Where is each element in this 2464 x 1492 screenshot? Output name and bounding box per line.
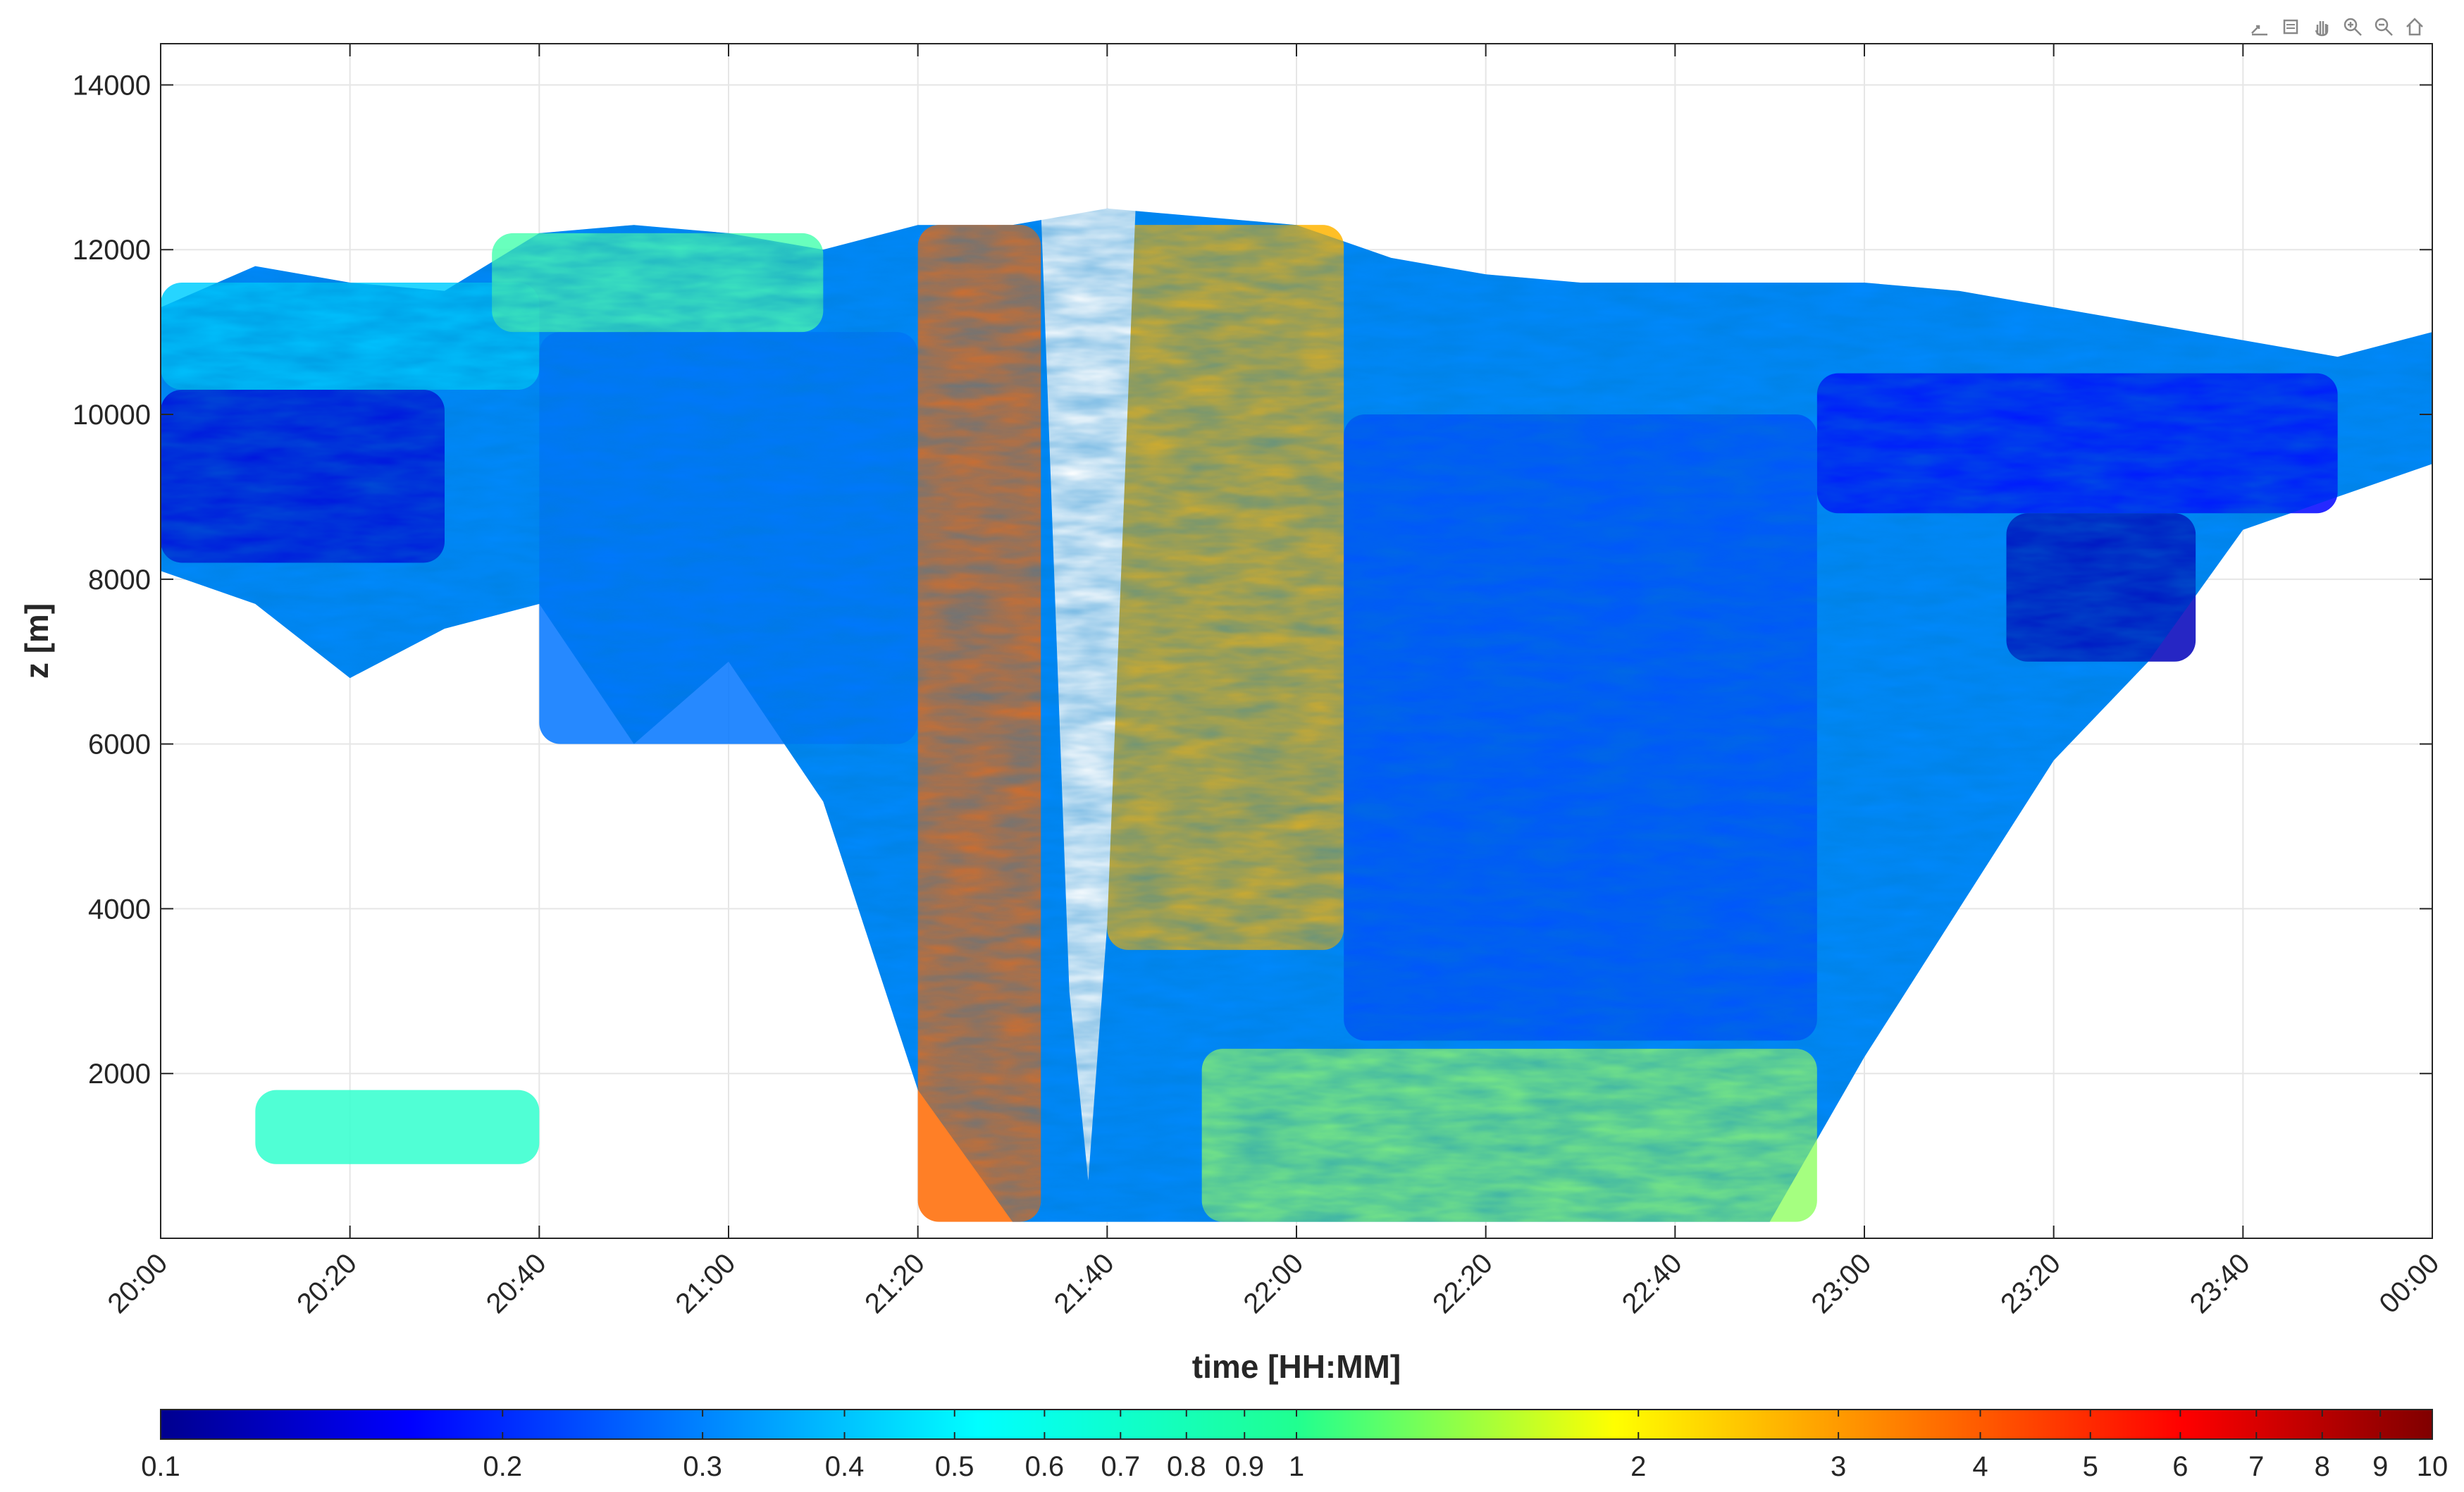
- brush-icon[interactable]: [2277, 13, 2305, 41]
- x-tick-label: 22:40: [1616, 1247, 1688, 1319]
- colorbar-tick-label: 0.8: [1167, 1451, 1206, 1482]
- y-tick-label: 2000: [88, 1059, 151, 1090]
- colorbar-tick-label: 5: [2083, 1451, 2098, 1482]
- colorbar-tick-label: 0.5: [935, 1451, 974, 1482]
- x-tick-label: 00:00: [2373, 1247, 2445, 1319]
- y-axis-label: z [m]: [18, 603, 55, 679]
- x-tick-label: 23:40: [2184, 1247, 2256, 1319]
- colorbar-tick-label: 4: [1972, 1451, 1988, 1482]
- y-tick-label: 6000: [88, 729, 151, 760]
- export-icon[interactable]: [2246, 13, 2274, 41]
- y-tick-label: 8000: [88, 565, 151, 596]
- colorbar-tick-label: 2: [1630, 1451, 1646, 1482]
- colorbar-tick-label: 7: [2248, 1451, 2264, 1482]
- x-tick-label: 22:20: [1427, 1247, 1499, 1319]
- x-tick-label: 23:00: [1805, 1247, 1877, 1319]
- x-axis-label: time [HH:MM]: [1192, 1348, 1401, 1385]
- colorbar-tick-label: 9: [2372, 1451, 2388, 1482]
- colorbar-tick-label: 0.9: [1225, 1451, 1264, 1482]
- cloud-texture: [161, 208, 2432, 1222]
- colorbar-tick-label: 0.6: [1025, 1451, 1065, 1482]
- x-tick-label: 20:00: [101, 1247, 173, 1319]
- zoom-in-icon[interactable]: [2339, 13, 2367, 41]
- y-tick-label: 14000: [73, 70, 151, 101]
- y-tick-label: 10000: [73, 400, 151, 431]
- axes-toolbar: [2246, 13, 2429, 41]
- x-tick-label: 21:40: [1048, 1247, 1120, 1319]
- colorbar-tick-label: 3: [1831, 1451, 1846, 1482]
- x-tick-label: 21:00: [669, 1247, 741, 1319]
- colorbar-tick-label: 0.3: [683, 1451, 722, 1482]
- x-tick-label: 20:20: [291, 1247, 363, 1319]
- colorbar-tick-label: 8: [2315, 1451, 2330, 1482]
- home-icon[interactable]: [2401, 13, 2429, 41]
- colorbar-tick-label: 0.1: [141, 1451, 180, 1482]
- colorbar-tick-label: 0.2: [483, 1451, 522, 1482]
- y-tick-label: 4000: [88, 894, 151, 925]
- colorbar-tick-label: 1: [1289, 1451, 1304, 1482]
- zoom-out-icon[interactable]: [2370, 13, 2398, 41]
- colorbar-tick-label: 6: [2172, 1451, 2188, 1482]
- colorbar-tick-label: 0.7: [1101, 1451, 1140, 1482]
- y-tick-label: 12000: [73, 235, 151, 266]
- x-tick-label: 20:40: [481, 1247, 552, 1319]
- colorbar-tick-label: 10: [2417, 1451, 2448, 1482]
- x-tick-label: 21:20: [859, 1247, 931, 1319]
- x-tick-label: 22:00: [1237, 1247, 1309, 1319]
- value-region: [255, 1090, 540, 1164]
- x-tick-label: 23:20: [1995, 1247, 2067, 1319]
- colorbar-tick-label: 0.4: [825, 1451, 865, 1482]
- pan-hand-icon[interactable]: [2308, 13, 2336, 41]
